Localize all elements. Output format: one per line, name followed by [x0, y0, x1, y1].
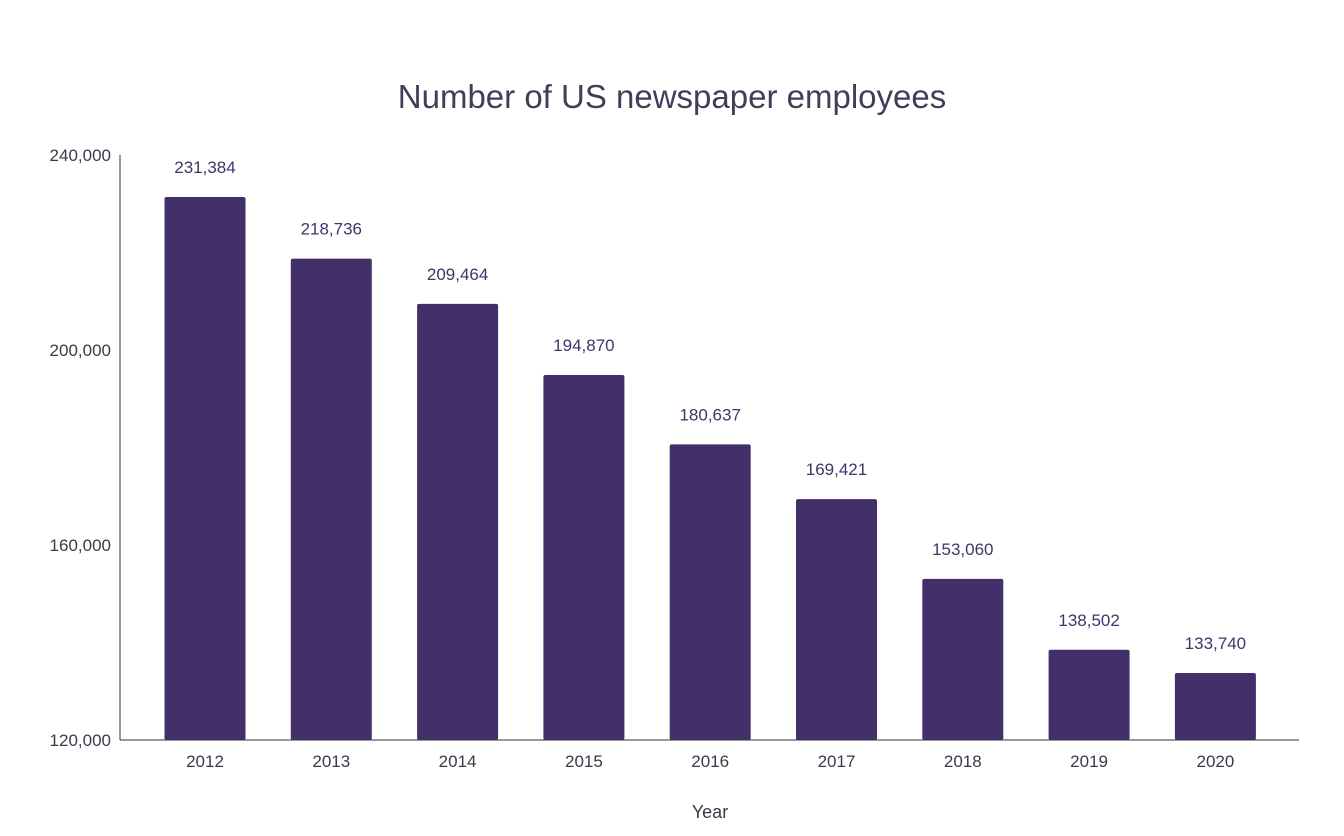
data-label-2018: 153,060: [932, 540, 993, 559]
bar-2014: [417, 303, 499, 740]
x-tick-label-2016: 2016: [691, 752, 729, 771]
data-label-2020: 133,740: [1185, 634, 1246, 653]
x-axis-ticks: 2012 2013 2014 2015 2016 2017 2018 2019 2020: [186, 752, 1234, 771]
bar-2019: [1048, 649, 1130, 740]
x-tick-label-2013: 2013: [312, 752, 350, 771]
bar-2016: [669, 444, 751, 740]
bar-2017: [796, 499, 877, 740]
data-label-2013: 218,736: [301, 220, 362, 239]
bar-2012: [164, 197, 246, 741]
x-tick-label-2015: 2015: [565, 752, 603, 771]
y-tick-label: 160,000: [50, 536, 111, 555]
y-axis-ticks: 120,000 160,000 200,000 240,000: [50, 146, 111, 750]
x-tick-label-2020: 2020: [1196, 752, 1234, 771]
data-labels-group: 231,384 218,736 209,464 194,870 180,637 169,4…: [174, 158, 1246, 653]
bars-group: [164, 197, 1256, 741]
chart-title: Number of US newspaper employees: [398, 78, 946, 115]
data-label-2019: 138,502: [1058, 611, 1119, 630]
data-label-2012: 231,384: [174, 158, 235, 177]
x-axis-title: Year: [692, 802, 728, 822]
x-tick-label-2018: 2018: [944, 752, 982, 771]
y-tick-label: 200,000: [50, 341, 111, 360]
data-label-2017: 169,421: [806, 460, 867, 479]
y-tick-label: 120,000: [50, 731, 111, 750]
x-tick-label-2012: 2012: [186, 752, 224, 771]
data-label-2016: 180,637: [679, 405, 740, 424]
x-tick-label-2017: 2017: [818, 752, 856, 771]
x-tick-label-2019: 2019: [1070, 752, 1108, 771]
bar-2015: [543, 375, 625, 740]
x-tick-label-2014: 2014: [439, 752, 477, 771]
y-tick-label: 240,000: [50, 146, 111, 165]
data-label-2014: 209,464: [427, 265, 488, 284]
bar-2020: [1174, 673, 1256, 740]
bar-2013: [290, 258, 372, 740]
bar-2018: [922, 578, 1004, 740]
data-label-2015: 194,870: [553, 336, 614, 355]
